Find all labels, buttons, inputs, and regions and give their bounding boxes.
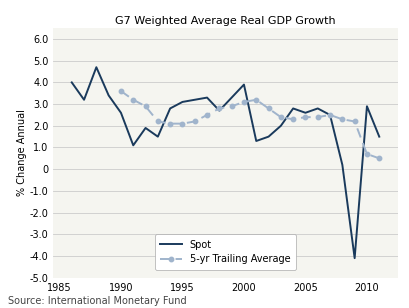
Text: Source: International Monetary Fund: Source: International Monetary Fund xyxy=(8,297,187,306)
Title: G7 Weighted Average Real GDP Growth: G7 Weighted Average Real GDP Growth xyxy=(115,16,335,26)
Text: Chart 1: Anemic Growth – Unlucky: Chart 1: Anemic Growth – Unlucky xyxy=(85,5,324,18)
Legend: Spot, 5-yr Trailing Average: Spot, 5-yr Trailing Average xyxy=(154,234,295,270)
Y-axis label: % Change Annual: % Change Annual xyxy=(17,109,27,197)
